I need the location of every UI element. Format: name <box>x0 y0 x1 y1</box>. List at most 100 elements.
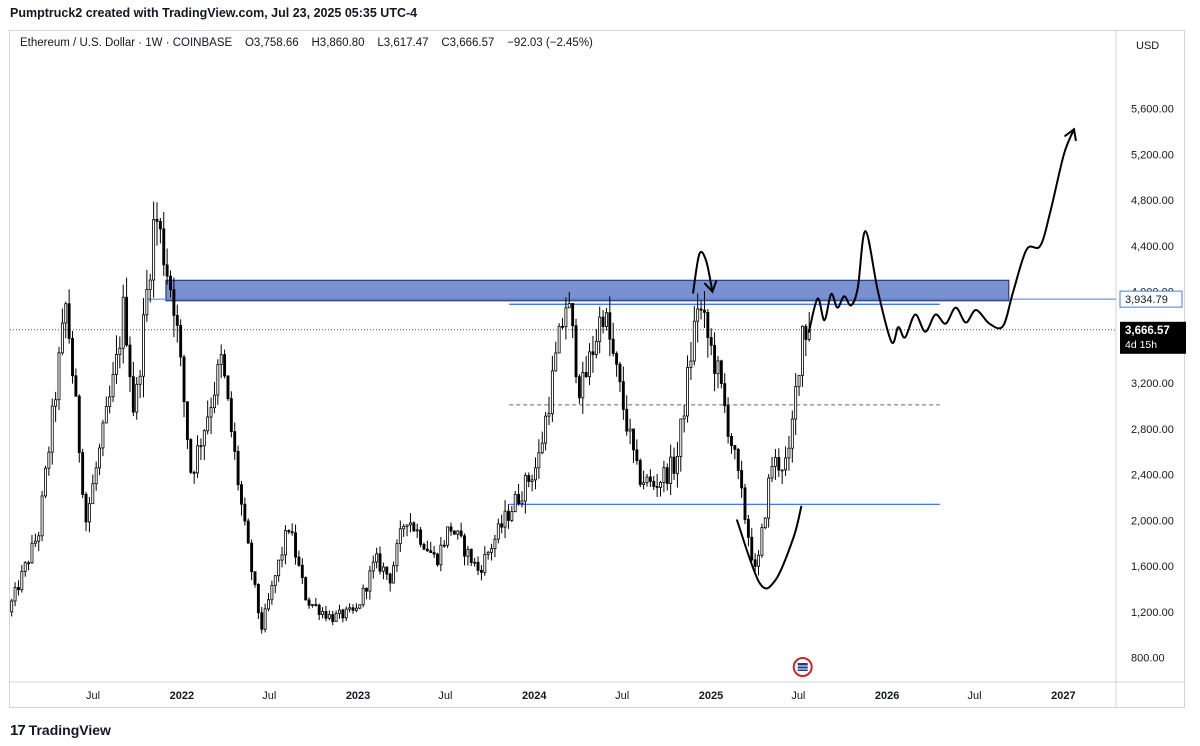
candle-body <box>719 360 723 384</box>
candle-body <box>476 561 480 571</box>
countdown-text: 4d 15h <box>1125 339 1157 351</box>
candle-body <box>165 264 169 277</box>
y-tick-label: 4,800.00 <box>1131 195 1174 207</box>
y-tick-label: 1,200.00 <box>1131 607 1174 619</box>
price-axis[interactable]: USD5,600.005,200.004,800.004,400.004,000… <box>1131 40 1174 665</box>
candle-body <box>219 354 223 366</box>
candle-body <box>148 279 152 290</box>
candle-body <box>395 543 399 567</box>
candle-body <box>777 457 781 471</box>
candle-body <box>321 611 325 615</box>
candle-body <box>635 449 639 461</box>
candle-body <box>486 551 490 555</box>
candle-body <box>787 447 791 459</box>
candle-body <box>746 519 750 538</box>
candle-body <box>608 312 612 340</box>
candle-body <box>452 530 456 535</box>
x-tick-label: Jul <box>615 690 629 702</box>
candle-body <box>135 383 139 413</box>
candle-body <box>250 542 254 573</box>
candle-body <box>493 538 497 550</box>
candle-body <box>459 530 463 537</box>
x-tick-label: 2022 <box>170 690 194 702</box>
candle-body <box>672 456 676 474</box>
candle-body <box>111 374 115 398</box>
candle-body <box>530 479 534 482</box>
candle-body <box>128 344 132 378</box>
candle-body <box>378 553 382 572</box>
candle-body <box>121 296 125 349</box>
candle-body <box>439 544 443 566</box>
resistance-zone <box>165 279 1010 302</box>
candle-body <box>699 308 703 311</box>
candle-body <box>202 430 206 447</box>
candle-body <box>523 475 527 502</box>
candle-body <box>415 529 419 532</box>
candle-body <box>567 303 571 309</box>
candle-body <box>409 522 412 526</box>
symbol-legend: Ethereum / U.S. Dollar · 1W · COINBASE O… <box>20 37 593 49</box>
candle-body <box>527 475 531 482</box>
candle-body <box>513 493 517 512</box>
candle-body <box>557 325 561 354</box>
candle-body <box>44 467 47 497</box>
candle-body <box>213 394 216 409</box>
candle-body <box>50 405 54 453</box>
candle-body <box>175 314 179 326</box>
tradingview-logo-text: TradingView <box>28 722 111 738</box>
candle-body <box>243 503 247 522</box>
candle-body <box>598 316 602 342</box>
candle-body <box>185 401 189 440</box>
candle-body <box>703 309 706 313</box>
candle-body <box>138 375 142 385</box>
candle-body <box>632 428 635 451</box>
candle-body <box>158 220 162 230</box>
candle-body <box>540 442 544 454</box>
x-tick-label: Jul <box>262 690 276 702</box>
candle-body <box>584 372 588 378</box>
candle-body <box>679 418 683 457</box>
candle-body <box>594 341 598 355</box>
candle-body <box>283 530 287 556</box>
candle-body <box>547 413 551 417</box>
time-axis[interactable]: Jul 2022 Jul 2023 Jul 2024 Jul 2025 Jul 2026 Jul 20… <box>86 690 1076 702</box>
candle-body <box>17 587 20 591</box>
candle-body <box>750 536 754 561</box>
candle-body <box>466 548 470 557</box>
candle-body <box>179 325 183 358</box>
candle-body <box>659 482 662 488</box>
high-value: 3,860.80 <box>319 37 365 49</box>
candle-body <box>172 289 176 316</box>
candle-body <box>125 296 129 346</box>
candle-body <box>753 559 757 567</box>
candle-body <box>432 552 436 555</box>
candle-body <box>152 219 156 281</box>
candle-body <box>256 583 260 614</box>
candle-body <box>446 526 450 546</box>
candle-body <box>723 383 727 407</box>
candle-body <box>405 524 409 527</box>
candle-body <box>770 465 774 479</box>
high-label: H <box>311 37 320 49</box>
symbol-name: Ethereum / U.S. Dollar · 1W · COINBASE <box>20 37 233 49</box>
low-label: L <box>377 37 384 49</box>
candle-body <box>47 451 51 469</box>
last-price-box <box>1120 321 1186 354</box>
candle-body <box>591 351 595 355</box>
projection-path-arrowhead <box>1064 127 1077 142</box>
tradingview-logo[interactable]: 17 TradingView <box>10 720 111 740</box>
projection-path <box>807 128 1075 345</box>
candle-body <box>706 311 710 338</box>
candle-body <box>425 548 429 552</box>
candle-body <box>696 308 700 322</box>
candle-body <box>804 325 808 340</box>
candle-body <box>206 416 210 432</box>
candle-body <box>392 565 395 584</box>
candle-body <box>74 375 78 397</box>
candle-body <box>716 360 720 375</box>
x-tick-label: 2027 <box>1051 690 1075 702</box>
candle-body <box>334 612 338 622</box>
candle-body <box>87 503 91 523</box>
candle-body <box>790 418 794 449</box>
